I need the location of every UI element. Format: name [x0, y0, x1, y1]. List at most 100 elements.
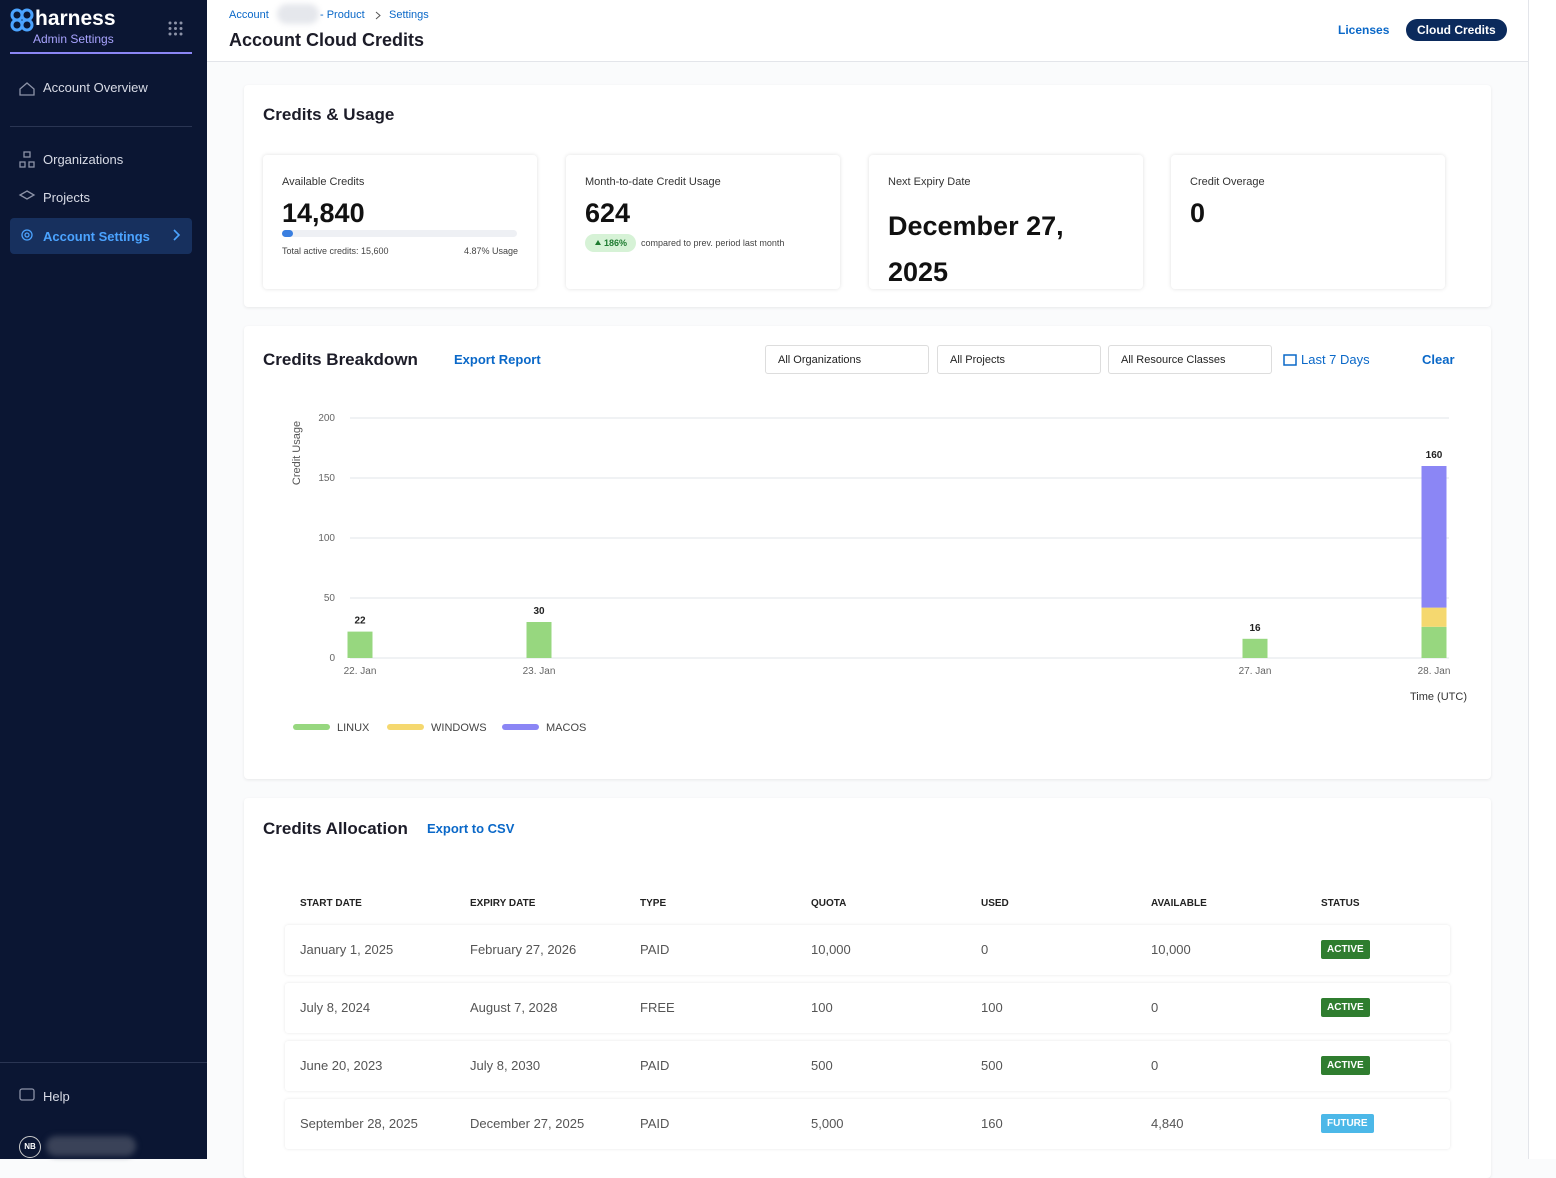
table-row: September 28, 2025 December 27, 2025 PAID 5…: [285, 1099, 1450, 1149]
table-cell: August 7, 2028: [470, 1000, 558, 1015]
stat-note: 4.87% Usage: [463, 246, 518, 256]
stat-label: Next Expiry Date: [888, 176, 971, 188]
nav-item[interactable]: Organizations: [43, 151, 124, 167]
separator: [0, 1062, 207, 1063]
x-tick-label: 22. Jan: [344, 666, 377, 677]
column-header: USED: [981, 898, 1009, 909]
y-tick-label: 0: [329, 653, 335, 664]
table-cell: July 8, 2024: [300, 1000, 371, 1015]
column-header: AVAILABLE: [1151, 898, 1207, 909]
legend-swatch: [293, 724, 330, 730]
stat-label: Month-to-date Credit Usage: [585, 176, 721, 188]
table-cell: FREE: [640, 1000, 675, 1015]
table-cell: 0: [1151, 1000, 1159, 1015]
export-link[interactable]: Export Report: [454, 352, 541, 367]
calendar-icon: [1283, 354, 1297, 366]
table-cell: 5,000: [811, 1116, 844, 1131]
nav-item-active[interactable]: Account Settings: [10, 218, 192, 254]
breakdown-card: Credits Breakdown Export Report All Orga…: [244, 326, 1491, 779]
dropdown[interactable]: All Resource Classes: [1108, 345, 1272, 374]
total-label: 22: [354, 616, 366, 627]
section-title: Credits & Usage: [263, 105, 395, 124]
legend-swatch: [387, 724, 424, 730]
badge: 186%: [585, 234, 636, 252]
column-header: STATUS: [1321, 898, 1360, 909]
chevron: [173, 229, 181, 241]
progress-track: [282, 230, 517, 237]
usage-card: Credits & Usage Available Credits 14,840…: [244, 85, 1491, 307]
subtitle: Admin Settings: [33, 32, 114, 46]
dropdown[interactable]: All Organizations: [765, 345, 929, 374]
help-icon: [19, 1088, 35, 1101]
tab-active[interactable]: Cloud Credits: [1406, 19, 1507, 41]
blurred-name: [46, 1136, 136, 1156]
crumb-sep: [375, 11, 381, 20]
table-row: June 20, 2023 July 8, 2030 PAID 500 500 0 ACTI…: [285, 1041, 1450, 1091]
column-header: EXPIRY DATE: [470, 898, 536, 909]
stat-value: 0: [1190, 198, 1206, 228]
table-cell: PAID: [640, 942, 670, 957]
table-cell: December 27, 2025: [470, 1116, 585, 1131]
stat-note: compared to prev. period last month: [641, 238, 785, 248]
breadcrumb[interactable]: Account: [229, 9, 269, 21]
legend-swatch: [502, 724, 539, 730]
bar-segment: [1421, 607, 1447, 627]
status-badge: ACTIVE: [1321, 1056, 1370, 1075]
table-cell: 10,000: [811, 942, 851, 957]
bar-segment: [347, 631, 373, 658]
help[interactable]: Help: [43, 1089, 70, 1104]
y-axis-label: Credit Usage: [291, 421, 303, 485]
x-tick-label: 27. Jan: [1239, 666, 1272, 677]
table-cell: February 27, 2026: [470, 942, 577, 957]
logo: harness: [35, 7, 116, 30]
table-cell: 0: [1151, 1058, 1159, 1073]
y-tick-label: 150: [318, 473, 335, 484]
bar-segment: [1421, 626, 1447, 658]
status-badge: ACTIVE: [1321, 998, 1370, 1017]
stat-label: Available Credits: [282, 176, 365, 188]
tab[interactable]: Licenses: [1338, 23, 1390, 37]
sidebar: harness Admin Settings Account Overview …: [0, 0, 207, 1159]
total-label: 30: [533, 606, 545, 617]
stat-label: Credit Overage: [1190, 176, 1265, 188]
header: Account - Product Settings Account Cloud…: [207, 0, 1528, 62]
badge-text: 186%: [604, 238, 628, 248]
table-row: January 1, 2025 February 27, 2026 PAID 10,0…: [285, 925, 1450, 975]
table-cell: 500: [811, 1058, 833, 1073]
stat-card: Credit Overage 0: [1171, 155, 1445, 289]
bar-segment: [1421, 466, 1447, 608]
nav-icons: [18, 82, 36, 241]
nav-item[interactable]: Projects: [43, 189, 90, 205]
dropdown[interactable]: All Projects: [937, 345, 1101, 374]
nav-item[interactable]: Account Overview: [43, 79, 148, 95]
y-tick-label: 50: [324, 593, 336, 604]
status-badge: ACTIVE: [1321, 940, 1370, 959]
chart: 0 50 100 150 200 Credit Usage Time (UTC) 22. Ja…: [291, 413, 1467, 734]
date-range[interactable]: Last 7 Days: [1301, 352, 1370, 367]
border: [1528, 0, 1529, 1159]
stat-card: Month-to-date Credit Usage 624 186% comp…: [566, 155, 840, 289]
stat-note: Total active credits: 15,600: [282, 246, 389, 256]
x-tick-label: 28. Jan: [1418, 666, 1451, 677]
breadcrumb[interactable]: Settings: [389, 9, 429, 21]
section-title: Credits Breakdown: [263, 350, 418, 369]
x-tick-label: 23. Jan: [523, 666, 556, 677]
avatar[interactable]: NB: [19, 1136, 41, 1158]
gutter: [1529, 0, 1556, 1159]
clear-button[interactable]: Clear: [1422, 352, 1455, 367]
table-cell: 0: [981, 942, 989, 957]
stat-card: Available Credits 14,840 Total active cr…: [263, 155, 537, 289]
breadcrumb[interactable]: - Product: [320, 9, 365, 21]
page-title: Account Cloud Credits: [229, 30, 425, 50]
table-cell: September 28, 2025: [300, 1116, 418, 1131]
apps-icon[interactable]: [168, 21, 183, 36]
table-cell: 100: [811, 1000, 833, 1015]
column-header: QUOTA: [811, 898, 847, 909]
bar-segment: [1242, 638, 1268, 658]
x-axis-label: Time (UTC): [1410, 691, 1467, 703]
table-cell: July 8, 2030: [470, 1058, 541, 1073]
export-link[interactable]: Export to CSV: [427, 821, 515, 836]
progress-bar: [282, 230, 294, 237]
table-cell: June 20, 2023: [300, 1058, 383, 1073]
